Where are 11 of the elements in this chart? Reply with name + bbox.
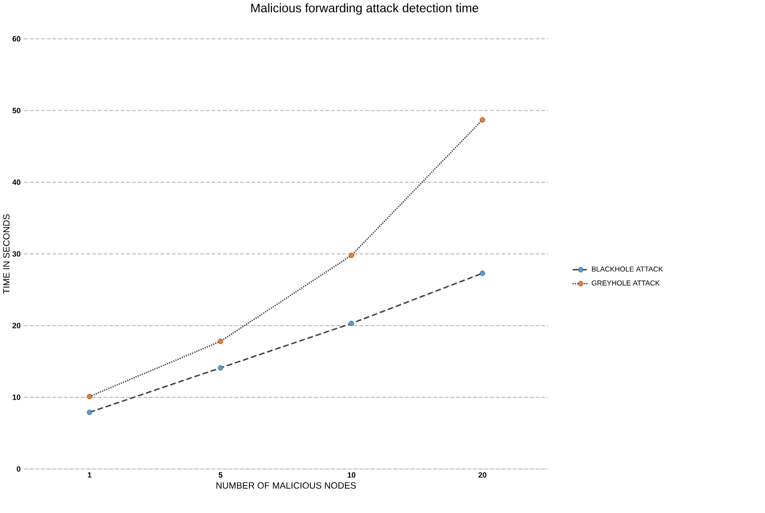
point bbox=[86, 394, 92, 399]
chart-title: Malicious forwarding attack detection time bbox=[251, 3, 478, 15]
point bbox=[480, 270, 486, 276]
point bbox=[348, 320, 354, 326]
point bbox=[480, 116, 486, 122]
point bbox=[86, 409, 92, 415]
point bbox=[218, 338, 224, 344]
point bbox=[348, 252, 354, 258]
point bbox=[218, 364, 224, 370]
y-axis-title: TIME IN SECONDS bbox=[3, 214, 10, 294]
x-axis-title: NUMBER OF MALICIOUS NODES bbox=[216, 482, 356, 488]
